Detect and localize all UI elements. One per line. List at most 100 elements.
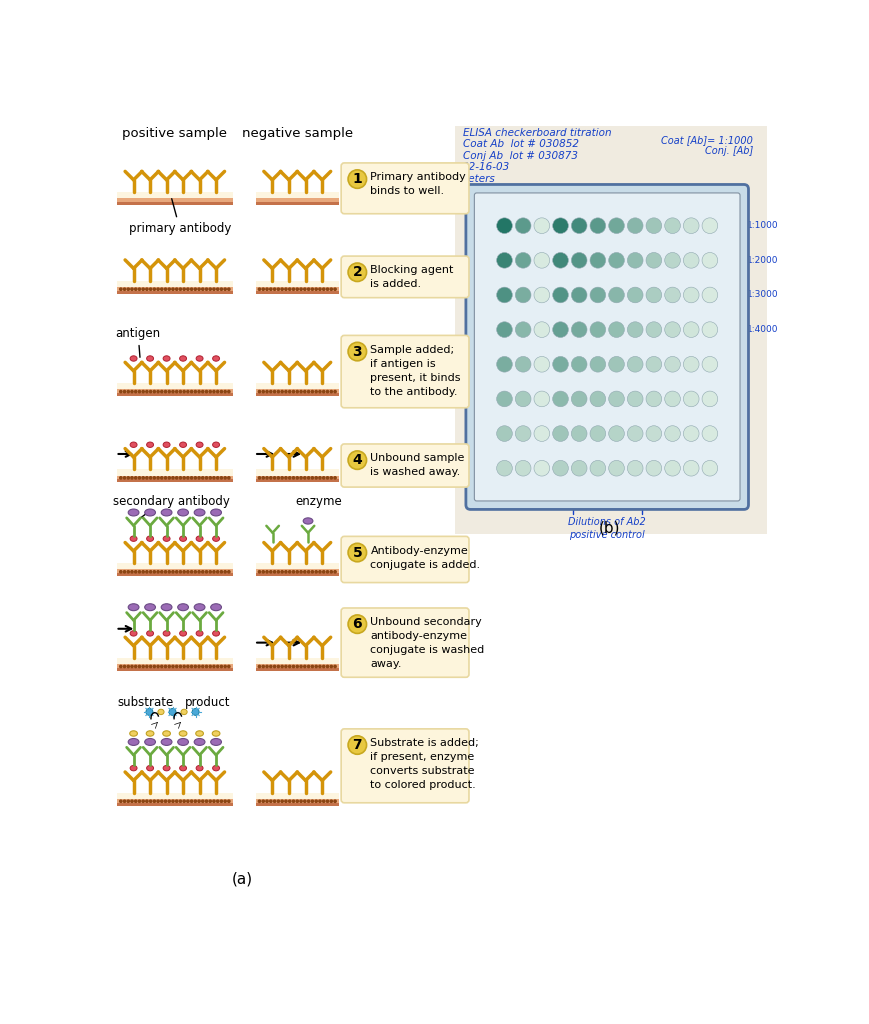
Circle shape	[161, 800, 163, 803]
Circle shape	[273, 570, 275, 573]
Circle shape	[146, 390, 148, 393]
Ellipse shape	[210, 738, 222, 745]
Circle shape	[329, 666, 332, 668]
Circle shape	[303, 390, 306, 393]
Circle shape	[194, 477, 196, 479]
Circle shape	[209, 666, 211, 668]
Bar	[255, 479, 338, 482]
Circle shape	[142, 800, 144, 803]
Circle shape	[182, 288, 185, 291]
Circle shape	[176, 477, 177, 479]
Ellipse shape	[129, 731, 137, 736]
Circle shape	[164, 570, 167, 573]
Circle shape	[161, 477, 163, 479]
Circle shape	[130, 390, 133, 393]
Circle shape	[646, 287, 661, 303]
Bar	[255, 475, 338, 479]
Circle shape	[552, 356, 567, 372]
Circle shape	[258, 666, 261, 668]
Circle shape	[179, 288, 182, 291]
Circle shape	[138, 800, 141, 803]
Circle shape	[156, 570, 159, 573]
Bar	[255, 469, 338, 482]
Circle shape	[127, 666, 129, 668]
Circle shape	[216, 570, 219, 573]
Circle shape	[322, 666, 324, 668]
Circle shape	[284, 800, 287, 803]
Circle shape	[627, 391, 642, 407]
Circle shape	[326, 800, 328, 803]
Circle shape	[664, 218, 680, 233]
Circle shape	[220, 477, 222, 479]
Circle shape	[123, 800, 125, 803]
Circle shape	[138, 390, 141, 393]
Text: RT: RT	[705, 497, 713, 506]
Bar	[117, 668, 232, 671]
Circle shape	[281, 477, 283, 479]
Circle shape	[205, 666, 208, 668]
Circle shape	[153, 288, 156, 291]
Ellipse shape	[146, 709, 153, 716]
Circle shape	[135, 390, 136, 393]
Circle shape	[179, 477, 182, 479]
Circle shape	[664, 391, 680, 407]
Circle shape	[348, 170, 366, 188]
Ellipse shape	[128, 604, 139, 610]
Circle shape	[269, 570, 272, 573]
Circle shape	[142, 390, 144, 393]
Circle shape	[318, 477, 321, 479]
Circle shape	[334, 390, 335, 393]
Text: antigen: antigen	[116, 327, 161, 357]
Text: Unbound secondary
antibody-enzyme
conjugate is washed
away.: Unbound secondary antibody-enzyme conjug…	[370, 617, 484, 670]
Circle shape	[187, 800, 189, 803]
Circle shape	[223, 666, 226, 668]
Circle shape	[627, 218, 642, 233]
Circle shape	[153, 390, 156, 393]
Circle shape	[179, 390, 182, 393]
Ellipse shape	[196, 631, 202, 636]
Ellipse shape	[161, 509, 172, 516]
Circle shape	[348, 451, 366, 469]
Circle shape	[194, 390, 196, 393]
Circle shape	[281, 390, 283, 393]
Circle shape	[258, 390, 261, 393]
Circle shape	[164, 477, 167, 479]
Circle shape	[664, 356, 680, 372]
Circle shape	[262, 477, 264, 479]
Circle shape	[205, 288, 208, 291]
Bar	[117, 389, 232, 393]
Bar	[117, 475, 232, 479]
Circle shape	[123, 477, 125, 479]
Circle shape	[326, 666, 328, 668]
Ellipse shape	[144, 738, 156, 745]
Circle shape	[608, 322, 624, 338]
Circle shape	[168, 570, 170, 573]
Ellipse shape	[212, 766, 219, 771]
Bar	[255, 668, 338, 671]
Circle shape	[127, 288, 129, 291]
Circle shape	[269, 800, 272, 803]
Text: 5: 5	[352, 546, 362, 559]
Ellipse shape	[177, 604, 189, 610]
Circle shape	[168, 288, 170, 291]
Bar	[255, 389, 338, 393]
Circle shape	[171, 570, 174, 573]
Circle shape	[552, 391, 567, 407]
Circle shape	[589, 218, 605, 233]
Circle shape	[303, 477, 306, 479]
Bar	[117, 479, 232, 482]
Circle shape	[228, 477, 229, 479]
Text: Sc: Sc	[500, 497, 508, 506]
Circle shape	[514, 391, 530, 407]
Bar	[255, 569, 338, 573]
Circle shape	[552, 218, 567, 233]
Circle shape	[168, 800, 170, 803]
Circle shape	[146, 288, 148, 291]
Circle shape	[281, 288, 283, 291]
Circle shape	[164, 288, 167, 291]
Circle shape	[292, 477, 295, 479]
Bar	[255, 803, 338, 806]
Ellipse shape	[302, 518, 313, 524]
Circle shape	[258, 288, 261, 291]
Bar	[117, 383, 232, 396]
